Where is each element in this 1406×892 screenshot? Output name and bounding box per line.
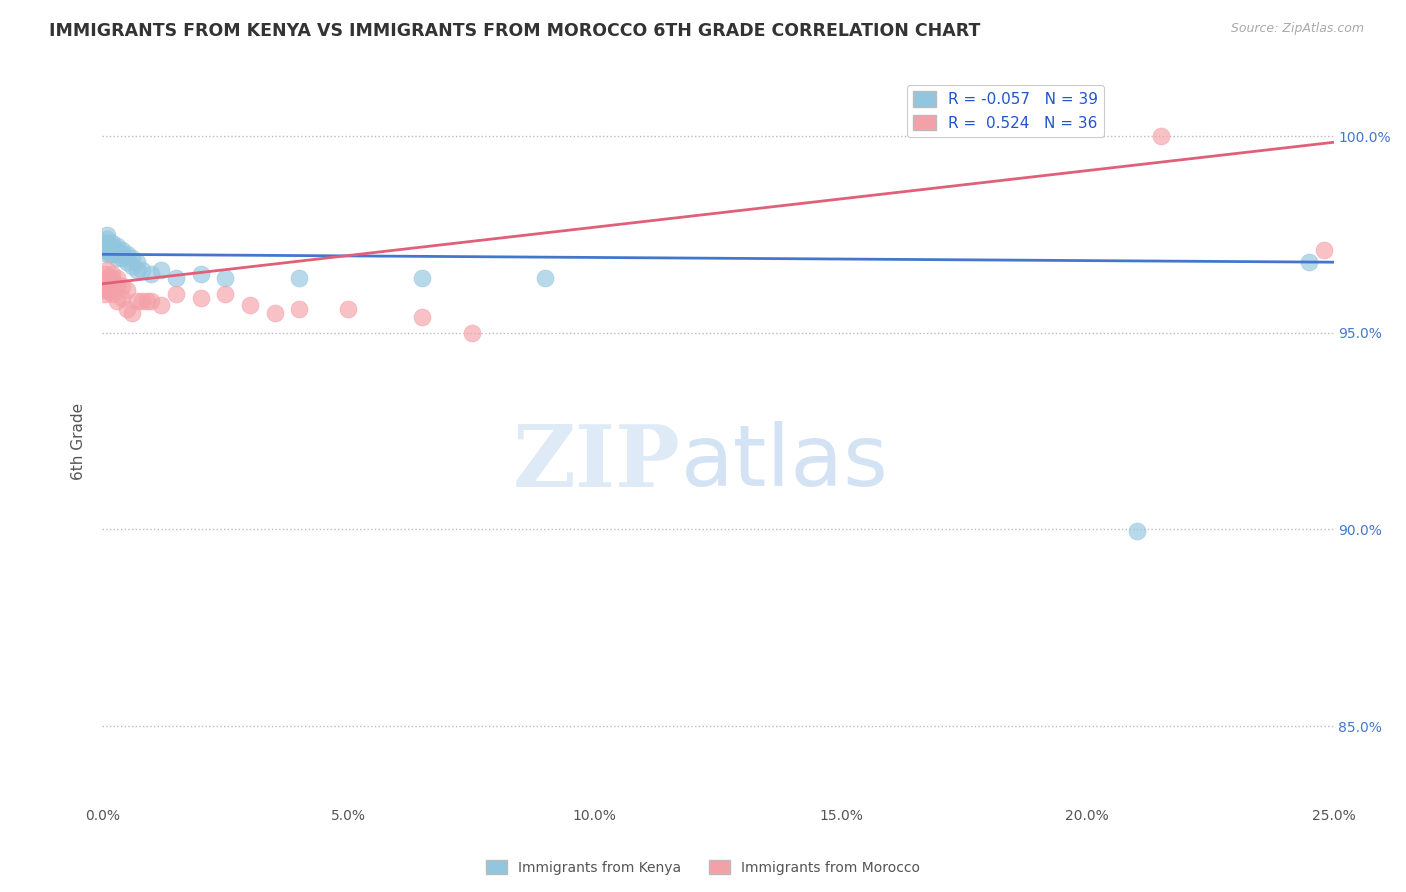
Point xyxy=(135,294,157,309)
Point xyxy=(101,267,124,281)
Point xyxy=(105,252,128,266)
Point xyxy=(105,271,128,285)
Point xyxy=(111,278,134,293)
Point xyxy=(411,271,433,285)
Point xyxy=(121,259,143,273)
Point xyxy=(105,247,128,261)
Text: Source: ZipAtlas.com: Source: ZipAtlas.com xyxy=(1230,22,1364,36)
Point xyxy=(288,302,311,317)
Point xyxy=(93,283,115,297)
Point xyxy=(96,271,118,285)
Point xyxy=(98,271,121,285)
Point xyxy=(96,278,118,293)
Text: ZIP: ZIP xyxy=(513,421,681,505)
Point xyxy=(111,244,134,258)
Point xyxy=(101,235,124,250)
Point xyxy=(101,286,124,301)
Point xyxy=(190,267,212,281)
Point xyxy=(141,294,163,309)
Point xyxy=(101,239,124,253)
Point xyxy=(93,244,115,258)
Legend: R = -0.057   N = 39, R =  0.524   N = 36: R = -0.057 N = 39, R = 0.524 N = 36 xyxy=(907,85,1104,136)
Point xyxy=(125,255,148,269)
Point xyxy=(125,263,148,277)
Point xyxy=(96,235,118,250)
Y-axis label: 6th Grade: 6th Grade xyxy=(72,402,86,480)
Text: IMMIGRANTS FROM KENYA VS IMMIGRANTS FROM MOROCCO 6TH GRADE CORRELATION CHART: IMMIGRANTS FROM KENYA VS IMMIGRANTS FROM… xyxy=(49,22,980,40)
Point xyxy=(131,263,153,277)
Point xyxy=(96,263,118,277)
Point xyxy=(105,294,128,309)
Point xyxy=(214,271,236,285)
Point xyxy=(150,298,173,312)
Point xyxy=(96,239,118,253)
Point xyxy=(111,247,134,261)
Point xyxy=(214,286,236,301)
Point xyxy=(141,267,163,281)
Point xyxy=(93,235,115,250)
Point xyxy=(125,294,148,309)
Point xyxy=(131,294,153,309)
Point xyxy=(288,271,311,285)
Point xyxy=(111,291,134,305)
Point xyxy=(337,302,360,317)
Point xyxy=(121,306,143,320)
Point xyxy=(96,283,118,297)
Point xyxy=(239,298,262,312)
Point xyxy=(98,244,121,258)
Point xyxy=(460,326,482,340)
Point xyxy=(96,227,118,242)
Point xyxy=(1298,255,1320,269)
Point xyxy=(96,231,118,245)
Point xyxy=(1125,524,1147,539)
Point xyxy=(101,271,124,285)
Point xyxy=(101,244,124,258)
Point xyxy=(105,278,128,293)
Point xyxy=(411,310,433,325)
Point xyxy=(165,286,187,301)
Point xyxy=(1150,129,1173,144)
Point xyxy=(98,247,121,261)
Point xyxy=(150,263,173,277)
Point xyxy=(96,247,118,261)
Point xyxy=(263,306,285,320)
Point xyxy=(165,271,187,285)
Point xyxy=(105,239,128,253)
Point xyxy=(105,244,128,258)
Point xyxy=(98,283,121,297)
Point xyxy=(111,252,134,266)
Point xyxy=(1312,244,1334,258)
Point xyxy=(121,252,143,266)
Point xyxy=(115,247,138,261)
Point xyxy=(101,247,124,261)
Point xyxy=(115,255,138,269)
Point xyxy=(93,267,115,281)
Point xyxy=(93,286,115,301)
Point xyxy=(115,283,138,297)
Point xyxy=(98,239,121,253)
Point xyxy=(93,239,115,253)
Text: atlas: atlas xyxy=(681,421,889,504)
Legend: Immigrants from Kenya, Immigrants from Morocco: Immigrants from Kenya, Immigrants from M… xyxy=(481,855,925,880)
Point xyxy=(534,271,557,285)
Point xyxy=(190,291,212,305)
Point xyxy=(115,302,138,317)
